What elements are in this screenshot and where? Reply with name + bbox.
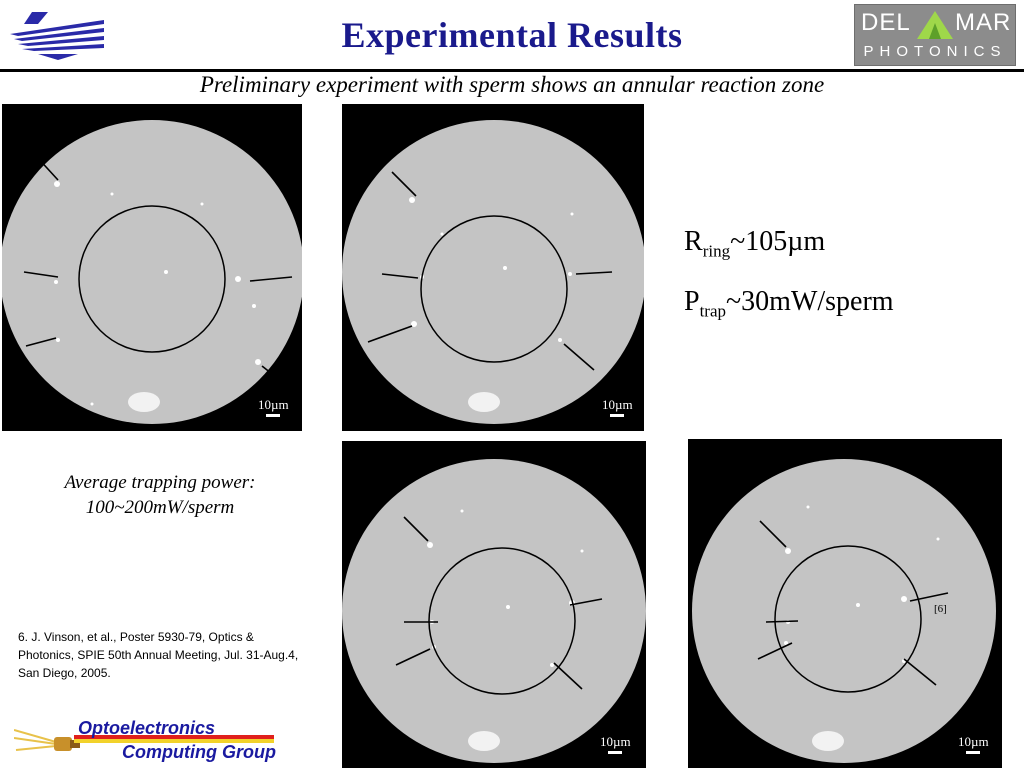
red-stripe: [74, 735, 274, 739]
micrograph-panel-c: (c) 10µm: [342, 441, 646, 768]
header-divider: [0, 69, 1024, 72]
micrograph-d-image: [692, 459, 996, 763]
panel-citation-d: [6]: [934, 603, 947, 615]
logo-word-left: DEL: [861, 9, 911, 36]
yellow-stripe: [74, 739, 274, 743]
optoelectronics-logo: Optoelectronics Computing Group: [14, 716, 314, 766]
slide-subtitle: Preliminary experiment with sperm shows …: [199, 72, 825, 97]
del-mar-photonics-logo: DEL MAR PHOTONICS: [854, 4, 1016, 66]
panel-label-c: (c): [600, 455, 634, 488]
scale-bar-b: 10µm: [602, 397, 633, 417]
ring-radius-parameter: Rring~105µm: [684, 226, 826, 261]
logo-tagline: PHOTONICS: [863, 43, 1007, 60]
average-power-note: Average trapping power: 100~200mW/sperm: [64, 472, 256, 518]
slide-title: Experimental Results: [341, 15, 683, 55]
micrograph-b-image: [342, 120, 644, 424]
micrograph-a-image: [2, 120, 302, 424]
fiber-connector-icon: [14, 729, 80, 751]
mountain-icon: [917, 11, 953, 39]
footer-logo-line2: Computing Group: [122, 742, 276, 762]
logo-word-right: MAR: [955, 9, 1012, 36]
micrograph-panel-b: (b) 10µm: [342, 104, 644, 431]
scale-bar-a: 10µm: [258, 397, 289, 417]
panel-label-a: (a): [254, 118, 288, 151]
micrograph-panel-d: (d) [6] 10µm: [688, 439, 1002, 768]
scale-bar-d: 10µm: [958, 734, 989, 754]
reference-citation: 6. J. Vinson, et al., Poster 5930-79, Op…: [18, 630, 299, 680]
trap-power-parameter: Ptrap~30mW/sperm: [684, 286, 894, 321]
panel-label-d: (d): [954, 453, 989, 486]
micrograph-c-image: [342, 459, 646, 763]
micrograph-panel-a: (a) 10µm: [2, 104, 302, 431]
scale-bar-c: 10µm: [600, 734, 631, 754]
company-logo-left: [8, 10, 108, 62]
footer-logo-line1: Optoelectronics: [78, 718, 216, 738]
wing-logo-icon: [10, 12, 104, 60]
panel-label-b: (b): [592, 118, 627, 151]
